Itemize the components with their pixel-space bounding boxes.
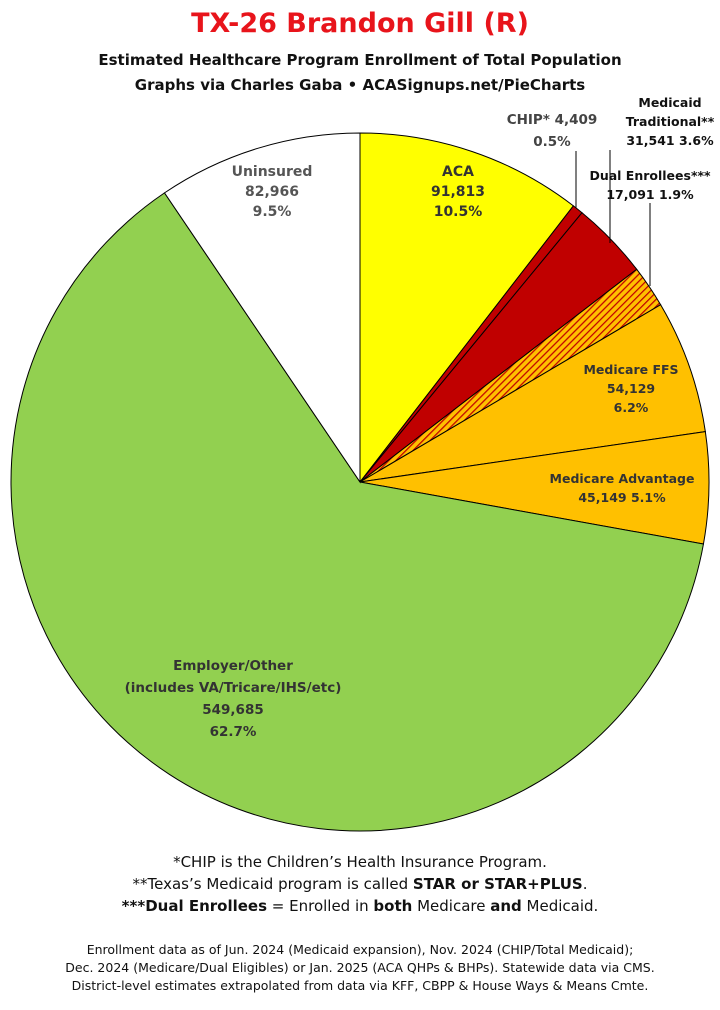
pie-slices [10,132,710,832]
label-line: Uninsured [232,164,313,180]
label-line: 45,149 5.1% [578,490,666,505]
label-line: 91,813 [431,184,485,200]
label-line: 54,129 [607,381,655,396]
leader-lines [575,150,651,286]
slice-medicare-ffs [359,304,706,483]
chart-subtitle: Estimated Healthcare Program Enrollment … [98,51,622,69]
label-line: 0.5% [533,134,571,150]
chart-title: TX-26 Brandon Gill (R) [191,8,529,39]
label-line: Employer/Other [173,658,293,674]
label-line: Dual Enrollees*** [589,168,711,183]
label-line: 10.5% [434,204,483,220]
label-medicare-advantage: Medicare Advantage 45,149 5.1% [550,471,695,505]
footnote-chip: *CHIP is the Children’s Health Insurance… [173,853,547,871]
footnote-dual: ***Dual Enrollees = Enrolled in both Med… [121,897,599,915]
label-line: ACA [442,164,474,180]
label-chip: CHIP* 4,409 0.5% [507,112,598,150]
label-aca: ACA 91,813 10.5% [431,164,485,220]
label-medicare-ffs: Medicare FFS 54,129 6.2% [583,362,678,415]
slice-employer-other [10,192,705,832]
slice-labels: ACA 91,813 10.5% CHIP* 4,409 0.5% Medicaid Tra… [125,95,715,740]
slice-aca [359,132,575,484]
label-uninsured: Uninsured 82,966 9.5% [232,164,313,220]
label-line: 9.5% [253,204,292,220]
label-line: Traditional** [626,114,715,129]
footnotes: *CHIP is the Children’s Health Insurance… [0,851,720,917]
label-line: Medicare Advantage [550,471,695,486]
source-note: Enrollment data as of Jun. 2024 (Medicai… [65,942,655,993]
footnote-medicaid: **Texas’s Medicaid program is called STA… [132,875,588,893]
label-line: 82,966 [245,184,299,200]
label-medicaid-traditional: Medicaid Traditional** 31,541 3.6% [626,95,715,148]
label-line: Medicaid [638,95,701,110]
label-employer-other: Employer/Other (includes VA/Tricare/IHS/e… [125,658,342,740]
label-line: 62.7% [210,724,257,740]
label-line: 6.2% [614,400,649,415]
label-line: (includes VA/Tricare/IHS/etc) [125,680,342,696]
label-line: 549,685 [202,702,264,718]
slice-uninsured [163,132,361,484]
label-line: CHIP* 4,409 [507,112,598,128]
label-line: Medicare FFS [583,362,678,377]
label-dual-enrollees: Dual Enrollees*** 17,091 1.9% [589,168,711,202]
label-line: 17,091 1.9% [606,187,694,202]
label-line: 31,541 3.6% [626,133,714,148]
chart-credit: Graphs via Charles Gaba • ACASignups.net… [134,76,586,94]
